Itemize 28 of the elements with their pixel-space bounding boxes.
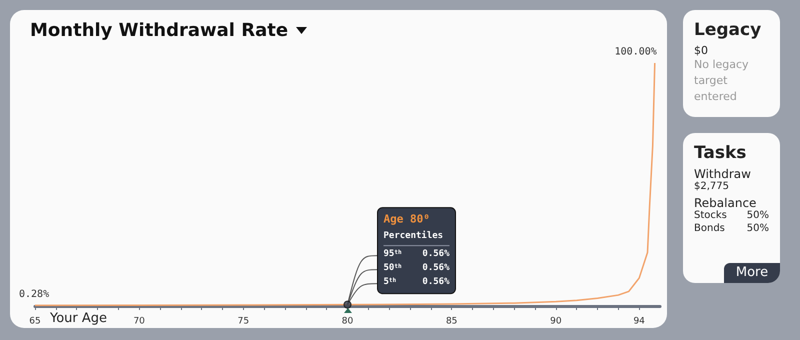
text: 50% <box>746 210 769 221</box>
x-tick-label: 94 <box>633 316 646 326</box>
text: Tasks <box>694 143 748 163</box>
annotation: 0.56% <box>422 263 450 274</box>
data-label: 100.00% <box>614 46 657 58</box>
text: More <box>724 263 780 283</box>
text: 50% <box>746 223 769 234</box>
text: Stocks <box>694 210 728 221</box>
text: Legacy <box>694 20 762 40</box>
x-tick-label: 80 <box>342 316 354 326</box>
x-tick-label: 85 <box>446 316 458 326</box>
text: $0 <box>694 44 709 57</box>
x-tick-label: 70 <box>133 316 146 326</box>
text: No legacy target entered <box>694 57 750 105</box>
chart-title: Monthly Withdrawal Rate <box>30 20 288 41</box>
text: Rebalance <box>694 196 758 210</box>
annotation: 0.56% <box>422 249 450 260</box>
x-tick-label: 90 <box>550 316 562 326</box>
x-tick-label: 75 <box>238 316 250 326</box>
annotation: 0.56% <box>422 277 450 288</box>
data-label: 0.28% <box>19 288 50 300</box>
annotation: Age 80⁰ <box>384 212 430 226</box>
text: $2,775 <box>694 181 730 192</box>
annotation: Percentiles <box>384 230 444 242</box>
x-axis-title: Your Age <box>49 311 108 326</box>
x-tick-label: 65 <box>29 316 41 326</box>
text: Bonds <box>694 223 726 234</box>
text: Withdraw <box>694 167 752 181</box>
